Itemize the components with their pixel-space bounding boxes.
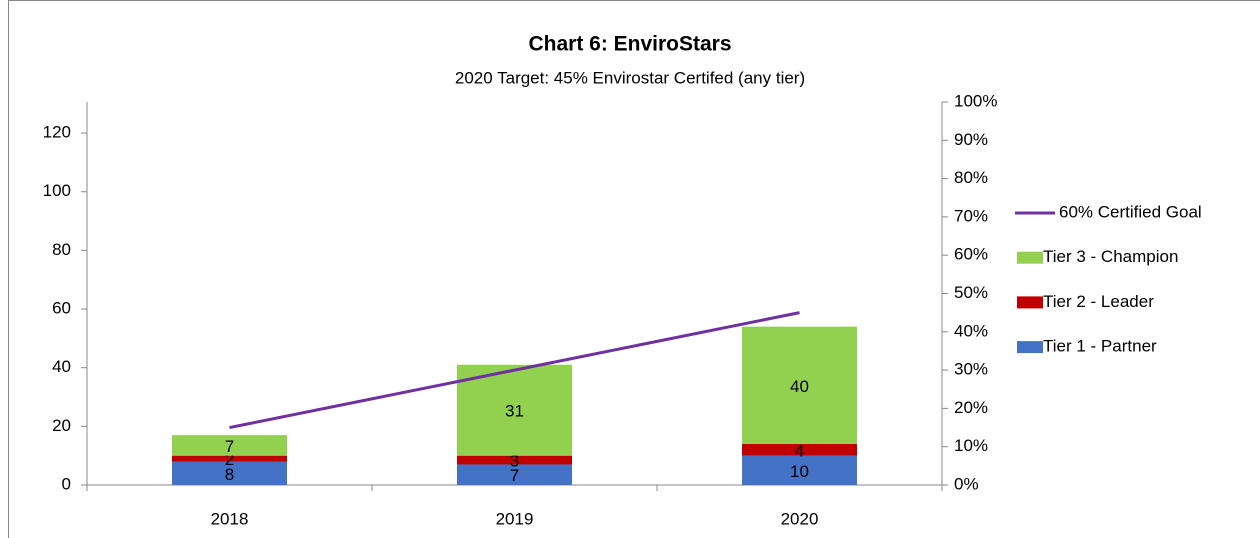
x-tick-label: 2019	[496, 509, 534, 528]
y-tick-label: 60	[52, 299, 71, 318]
y-tick-label: 80	[52, 240, 71, 259]
data-label: 31	[505, 402, 524, 421]
legend-swatch	[1017, 296, 1043, 309]
y2-tick-label: 90%	[954, 130, 988, 149]
line-series	[229, 311, 800, 430]
y2-tick-label: 0%	[954, 474, 979, 493]
y2-tick-label: 10%	[954, 436, 988, 455]
y-tick-label: 0	[62, 474, 71, 493]
data-label: 3	[510, 452, 519, 471]
y2-tick-label: 50%	[954, 283, 988, 302]
legend-label: 60% Certified Goal	[1059, 202, 1202, 221]
data-label: 2	[225, 450, 234, 469]
chart-title: Chart 6: EnviroStars	[528, 33, 731, 56]
bar-segment	[172, 455, 287, 462]
bar-segment	[742, 326, 857, 444]
y2-tick-label: 40%	[954, 321, 988, 340]
data-label: 10	[790, 462, 809, 481]
y-tick-label: 120	[43, 123, 71, 142]
y2-tick-label: 80%	[954, 168, 988, 187]
legend-label: Tier 1 - Partner	[1043, 337, 1157, 356]
x-tick-label: 2018	[211, 509, 249, 528]
y2-tick-label: 30%	[954, 360, 988, 379]
y2-tick-label: 100%	[954, 91, 997, 110]
data-label: 4	[795, 441, 804, 460]
data-label: 7	[510, 466, 519, 485]
bar-segment	[457, 464, 572, 485]
chart-frame	[8, 0, 1260, 538]
legend-swatch	[1017, 341, 1043, 354]
bar-segment	[742, 455, 857, 485]
y2-tick-label: 20%	[954, 398, 988, 417]
y-tick-label: 100	[43, 181, 71, 200]
legend-swatch	[1017, 251, 1043, 264]
bar-segment	[457, 364, 572, 456]
chart-subtitle: 2020 Target: 45% Envirostar Certifed (an…	[455, 68, 805, 87]
bar-segment	[457, 455, 572, 465]
y-tick-label: 20	[52, 416, 71, 435]
y-tick-label: 40	[52, 357, 71, 376]
data-label: 8	[225, 465, 234, 484]
y2-tick-label: 70%	[954, 206, 988, 225]
bar-segment	[172, 461, 287, 485]
legend-label: Tier 3 - Champion	[1043, 247, 1178, 266]
y2-tick-label: 60%	[954, 245, 988, 264]
data-label: 40	[790, 377, 809, 396]
legend-label: Tier 2 - Leader	[1043, 292, 1154, 311]
bar-segment	[742, 443, 857, 456]
x-tick-label: 2020	[781, 509, 819, 528]
bar-segment	[172, 435, 287, 456]
data-label: 7	[225, 437, 234, 456]
